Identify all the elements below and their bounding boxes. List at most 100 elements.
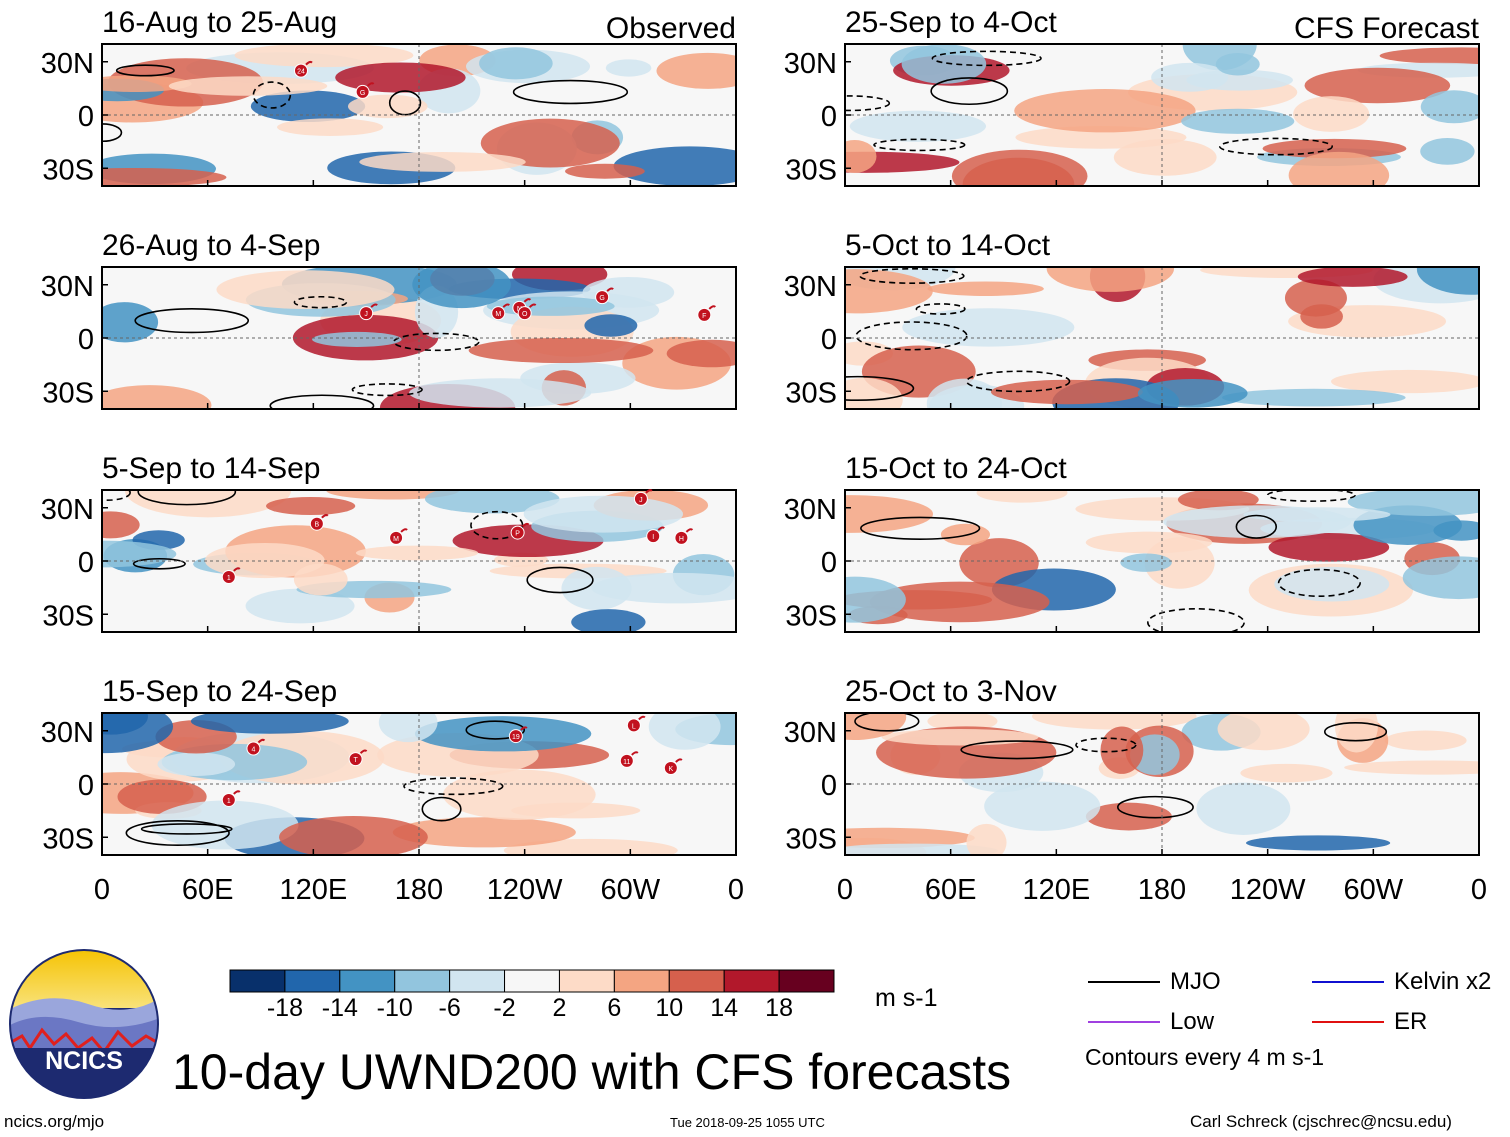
anomaly-shading <box>1221 388 1406 407</box>
storm-marker-dot <box>309 516 324 531</box>
storm-marker[interactable]: 1 <box>221 567 241 584</box>
lon-label: 0 <box>94 874 110 906</box>
anomaly-shading <box>845 140 877 173</box>
storm-marker[interactable]: 24 <box>294 60 313 78</box>
storm-marker-label: M <box>495 311 501 318</box>
storm-marker[interactable]: J <box>633 489 653 506</box>
anomaly-shading <box>1293 96 1370 132</box>
storm-marker[interactable]: L <box>626 715 646 733</box>
anomaly-shading <box>1196 782 1291 835</box>
colorbar-tick-label: 2 <box>552 994 567 1022</box>
mjo-contour-positive <box>1235 514 1278 539</box>
panel-period-title: 5-Sep to 14-Sep <box>102 452 320 485</box>
lat-label: 30N <box>784 48 837 80</box>
anomaly-shading <box>1344 760 1479 775</box>
storm-marker-label: G <box>360 90 365 97</box>
lat-label: 30S <box>785 154 837 186</box>
footer-timestamp: Tue 2018-09-25 1055 UTC <box>670 1115 825 1130</box>
storm-marker-tail <box>657 526 665 531</box>
anomaly-shading <box>648 713 721 750</box>
anomaly-shading <box>523 495 684 533</box>
anomaly-shading <box>168 76 328 96</box>
ncics-logo[interactable]: NCICS <box>8 948 160 1100</box>
storm-marker[interactable]: P <box>510 522 530 540</box>
anomaly-shading <box>102 385 212 409</box>
anomaly-shading <box>392 817 576 848</box>
storm-marker-label: 24 <box>297 69 305 76</box>
anomaly-shading <box>412 267 511 309</box>
anomaly-shading <box>1297 267 1408 287</box>
storm-marker-tail <box>400 528 408 533</box>
lon-label: 120W <box>1230 874 1306 906</box>
anomaly-shading <box>666 339 736 368</box>
anomaly-shading <box>245 588 355 624</box>
anomaly-shading <box>355 545 479 561</box>
storm-marker[interactable]: 4 <box>246 738 266 756</box>
anomaly-shading <box>613 146 736 186</box>
anomaly-shading <box>1031 713 1197 730</box>
mjo-contour-positive <box>845 375 915 401</box>
footer-credit: Carl Schreck (cjschrec@ncsu.edu) <box>1190 1112 1452 1131</box>
storm-marker[interactable]: B <box>309 514 329 531</box>
lat-label: 30S <box>42 600 94 632</box>
storm-marker[interactable]: K <box>663 758 683 776</box>
anomaly-shading <box>565 163 645 179</box>
lon-label: 120W <box>487 874 563 906</box>
anomaly-shading <box>845 377 903 409</box>
lon-label: 0 <box>837 874 853 906</box>
lat-label: 0 <box>78 547 94 579</box>
anomaly-shading <box>102 302 159 343</box>
anomaly-shading <box>1334 713 1378 753</box>
storm-marker-tail <box>631 751 639 756</box>
footer-url[interactable]: ncics.org/mjo <box>4 1112 105 1131</box>
storm-marker[interactable]: T <box>348 749 368 767</box>
anomaly-shading <box>901 44 987 84</box>
storm-marker-tail <box>523 298 532 303</box>
observed-header-label: Observed <box>606 12 736 45</box>
storm-marker[interactable]: H <box>674 528 694 545</box>
anomaly-shading <box>849 110 987 142</box>
storm-marker-label: 11 <box>623 759 630 766</box>
lat-label: 30N <box>784 271 837 303</box>
colorbar-swatch <box>229 969 286 993</box>
legend-er-line <box>1312 1021 1384 1023</box>
mjo-contour-negative <box>873 138 966 152</box>
forecast-panel-2: 30N 0 30S 5-Oct to 14-Oct <box>784 229 1480 410</box>
mjo-contour-positive <box>960 740 1074 760</box>
storm-marker[interactable]: M <box>389 528 408 545</box>
anomaly-shading <box>869 581 1050 623</box>
storm-marker-dot <box>389 530 404 545</box>
anomaly-shading <box>902 308 1075 347</box>
storm-marker-dot <box>626 718 641 733</box>
storm-marker-label: P <box>515 531 520 538</box>
anomaly-shading <box>1215 52 1260 76</box>
colorbar-tick-label: 10 <box>655 994 684 1022</box>
anomaly-shading <box>1113 139 1217 176</box>
storm-marker[interactable]: 1 <box>221 790 241 807</box>
mjo-contour-negative <box>403 777 504 796</box>
storm-marker[interactable]: F <box>697 305 717 322</box>
storm-marker[interactable]: G <box>355 82 375 99</box>
storm-marker-tail <box>359 749 368 754</box>
storm-marker-tail <box>520 726 528 731</box>
anomaly-shading <box>378 713 438 743</box>
anomaly-shading <box>102 75 192 92</box>
mjo-contour-negative <box>1218 137 1333 156</box>
storm-marker[interactable]: G <box>595 287 614 305</box>
storm-marker[interactable]: 11 <box>619 751 639 768</box>
storm-marker[interactable]: I <box>646 526 665 544</box>
colorbar-swatch <box>504 969 560 993</box>
storm-marker[interactable]: 19 <box>508 726 528 744</box>
mjo-contour-negative <box>1277 568 1361 598</box>
storm-marker[interactable]: M <box>491 303 510 321</box>
anomaly-shading <box>962 157 1075 186</box>
storm-marker-label: B <box>315 522 320 529</box>
storm-marker[interactable]: J <box>359 303 378 321</box>
anomaly-shading <box>102 511 140 539</box>
mjo-contour-negative <box>393 332 480 352</box>
colorbar-tick-label: -6 <box>438 994 461 1022</box>
mjo-contour-negative <box>102 490 131 502</box>
anomaly-shading <box>605 59 652 77</box>
storm-marker[interactable]: O <box>517 303 537 321</box>
